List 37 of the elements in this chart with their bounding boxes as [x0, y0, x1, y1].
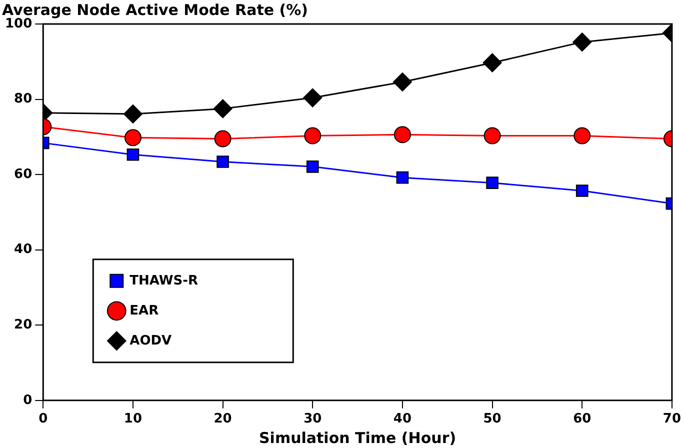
x-tick-label: 50 [483, 412, 502, 427]
y-tick-label: 40 [14, 242, 32, 258]
point [213, 99, 232, 118]
point [216, 156, 229, 168]
point [214, 130, 232, 148]
point [392, 72, 412, 92]
x-axis-title: Simulation Time (Hour) [259, 428, 456, 447]
y-tick-label: 60 [14, 166, 32, 182]
point [396, 171, 409, 184]
y-tick-label: 100 [4, 16, 32, 32]
legend-label: THAWS-R [130, 273, 198, 288]
x-tick-label: 60 [573, 412, 592, 427]
x-tick-label: 70 [662, 412, 681, 427]
chart-title: Average Node Active Mode Rate (%) [2, 0, 308, 19]
point [123, 104, 142, 124]
point [486, 176, 498, 189]
point [306, 160, 319, 173]
point [572, 32, 592, 52]
x-tick-label: 20 [214, 412, 232, 427]
point [484, 127, 501, 144]
y-tick-label: 0 [23, 392, 32, 408]
point [394, 126, 411, 144]
x-tick-label: 0 [38, 412, 48, 427]
point [574, 127, 591, 144]
point [576, 184, 588, 197]
x-tick-label: 40 [393, 412, 412, 427]
point [482, 53, 502, 72]
x-tick-label: 30 [304, 412, 322, 427]
x-tick-label: 10 [124, 412, 142, 427]
y-tick-label: 80 [14, 92, 32, 107]
point [126, 148, 140, 161]
legend-label: AODV [130, 333, 172, 348]
point [304, 127, 322, 144]
y-tick-label: 20 [14, 317, 32, 332]
point [124, 129, 142, 146]
legend-label: EAR [130, 303, 159, 318]
point [303, 88, 322, 108]
